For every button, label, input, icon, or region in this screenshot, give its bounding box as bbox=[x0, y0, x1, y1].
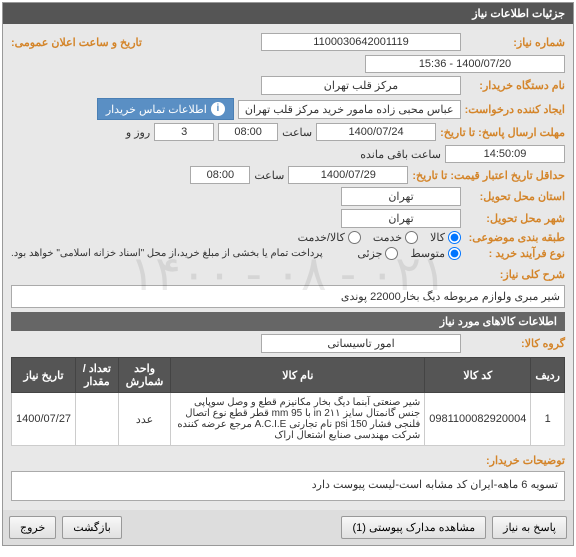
remain-text: ساعت باقی مانده bbox=[360, 148, 441, 161]
exit-button[interactable]: خروج bbox=[9, 516, 56, 539]
validity-label: حداقل تاریخ اعتبار قیمت: تا تاریخ: bbox=[412, 169, 565, 182]
time-label-1: ساعت bbox=[282, 126, 312, 139]
cat-option-3[interactable]: کالا/خدمت bbox=[298, 231, 361, 244]
footer-buttons: پاسخ به نیاز مشاهده مدارک پیوستی (1) باز… bbox=[3, 510, 573, 545]
group-value: امور تاسیساتی bbox=[261, 334, 461, 353]
th-code: کد کالا bbox=[425, 358, 531, 393]
buytype-radio-2[interactable] bbox=[385, 247, 398, 260]
buyer-value: مرکز قلب تهران bbox=[261, 76, 461, 95]
group-label: گروه کالا: bbox=[465, 337, 565, 350]
info-icon: i bbox=[211, 102, 225, 116]
th-qty: تعداد / مقدار bbox=[76, 358, 119, 393]
desc-label: شرح کلی نیاز: bbox=[465, 268, 565, 281]
td-code: 0981100082920004 bbox=[425, 393, 531, 446]
province-value: تهران bbox=[341, 187, 461, 206]
td-name: شیر صنعتی آبنما دیگ بخار مکانیزم قطع و و… bbox=[171, 393, 425, 446]
cat-radio-3[interactable] bbox=[348, 231, 361, 244]
validity-time: 08:00 bbox=[190, 166, 250, 184]
deadline-date: 1400/07/24 bbox=[316, 123, 436, 141]
validity-date: 1400/07/29 bbox=[288, 166, 408, 184]
contact-info-button[interactable]: i اطلاعات تماس خریدار bbox=[97, 98, 234, 120]
th-unit: واحد شمارش bbox=[118, 358, 171, 393]
deadline-time: 08:00 bbox=[218, 123, 278, 141]
province-label: استان محل تحویل: bbox=[465, 190, 565, 203]
td-num: 1 bbox=[531, 393, 565, 446]
desc-value: شیر مبری ولوازم مربوطه دیگ بخار22000 پون… bbox=[11, 285, 565, 308]
days-text: روز و bbox=[126, 126, 150, 139]
cat-option-1[interactable]: کالا bbox=[430, 231, 461, 244]
pubdate-label: تاریخ و ساعت اعلان عمومی: bbox=[11, 36, 142, 49]
items-table: ردیف کد کالا نام کالا واحد شمارش تعداد /… bbox=[11, 357, 565, 446]
days-value: 3 bbox=[154, 123, 214, 141]
notes-label: توضیحات خریدار: bbox=[465, 454, 565, 467]
reqnum-value: 1100030642001119 bbox=[261, 33, 461, 51]
table-row: 1 0981100082920004 شیر صنعتی آبنما دیگ ب… bbox=[12, 393, 565, 446]
deadline-label: مهلت ارسال پاسخ: تا تاریخ: bbox=[440, 126, 565, 139]
pubdate-value: 1400/07/20 - 15:36 bbox=[365, 55, 565, 73]
cat-option-2[interactable]: خدمت bbox=[373, 231, 418, 244]
td-unit: عدد bbox=[118, 393, 171, 446]
td-date: 1400/07/27 bbox=[12, 393, 76, 446]
th-num: ردیف bbox=[531, 358, 565, 393]
respond-button[interactable]: پاسخ به نیاز bbox=[492, 516, 567, 539]
time-label-2: ساعت bbox=[254, 169, 284, 182]
city-label: شهر محل تحویل: bbox=[465, 212, 565, 225]
cat-radio-1[interactable] bbox=[448, 231, 461, 244]
details-body: شماره نیاز: 1100030642001119 تاریخ و ساع… bbox=[3, 24, 573, 510]
payment-note: پرداخت تمام یا بخشی از مبلغ خرید،از محل … bbox=[11, 248, 323, 259]
th-name: نام کالا bbox=[171, 358, 425, 393]
city-value: تهران bbox=[341, 209, 461, 228]
countdown-value: 14:50:09 bbox=[445, 145, 565, 163]
items-header: اطلاعات کالاهای مورد نیاز bbox=[11, 312, 565, 331]
creator-value: عباس محبی زاده مامور خرید مرکز قلب تهران bbox=[238, 100, 461, 119]
buytype-option-2[interactable]: جزئی bbox=[357, 247, 398, 260]
buytype-radio-1[interactable] bbox=[448, 247, 461, 260]
creator-label: ایجاد کننده درخواست: bbox=[465, 103, 565, 116]
back-button[interactable]: بازگشت bbox=[62, 516, 122, 539]
td-qty bbox=[76, 393, 119, 446]
main-panel: جزئیات اطلاعات نیاز شماره نیاز: 11000306… bbox=[2, 2, 574, 546]
reqnum-label: شماره نیاز: bbox=[465, 36, 565, 49]
notes-value: تسویه 6 ماهه-ایران کد مشابه است-لیست پیو… bbox=[11, 471, 565, 501]
buytype-label: نوع فرآیند خرید : bbox=[465, 247, 565, 260]
contact-btn-label: اطلاعات تماس خریدار bbox=[106, 103, 207, 116]
panel-title: جزئیات اطلاعات نیاز bbox=[3, 3, 573, 24]
buytype-option-1[interactable]: متوسط bbox=[410, 247, 461, 260]
category-label: طبقه بندی موضوعی: bbox=[465, 231, 565, 244]
cat-radio-2[interactable] bbox=[405, 231, 418, 244]
attachments-button[interactable]: مشاهده مدارک پیوستی (1) bbox=[341, 516, 486, 539]
buyer-label: نام دستگاه خریدار: bbox=[465, 79, 565, 92]
th-date: تاریخ نیاز bbox=[12, 358, 76, 393]
